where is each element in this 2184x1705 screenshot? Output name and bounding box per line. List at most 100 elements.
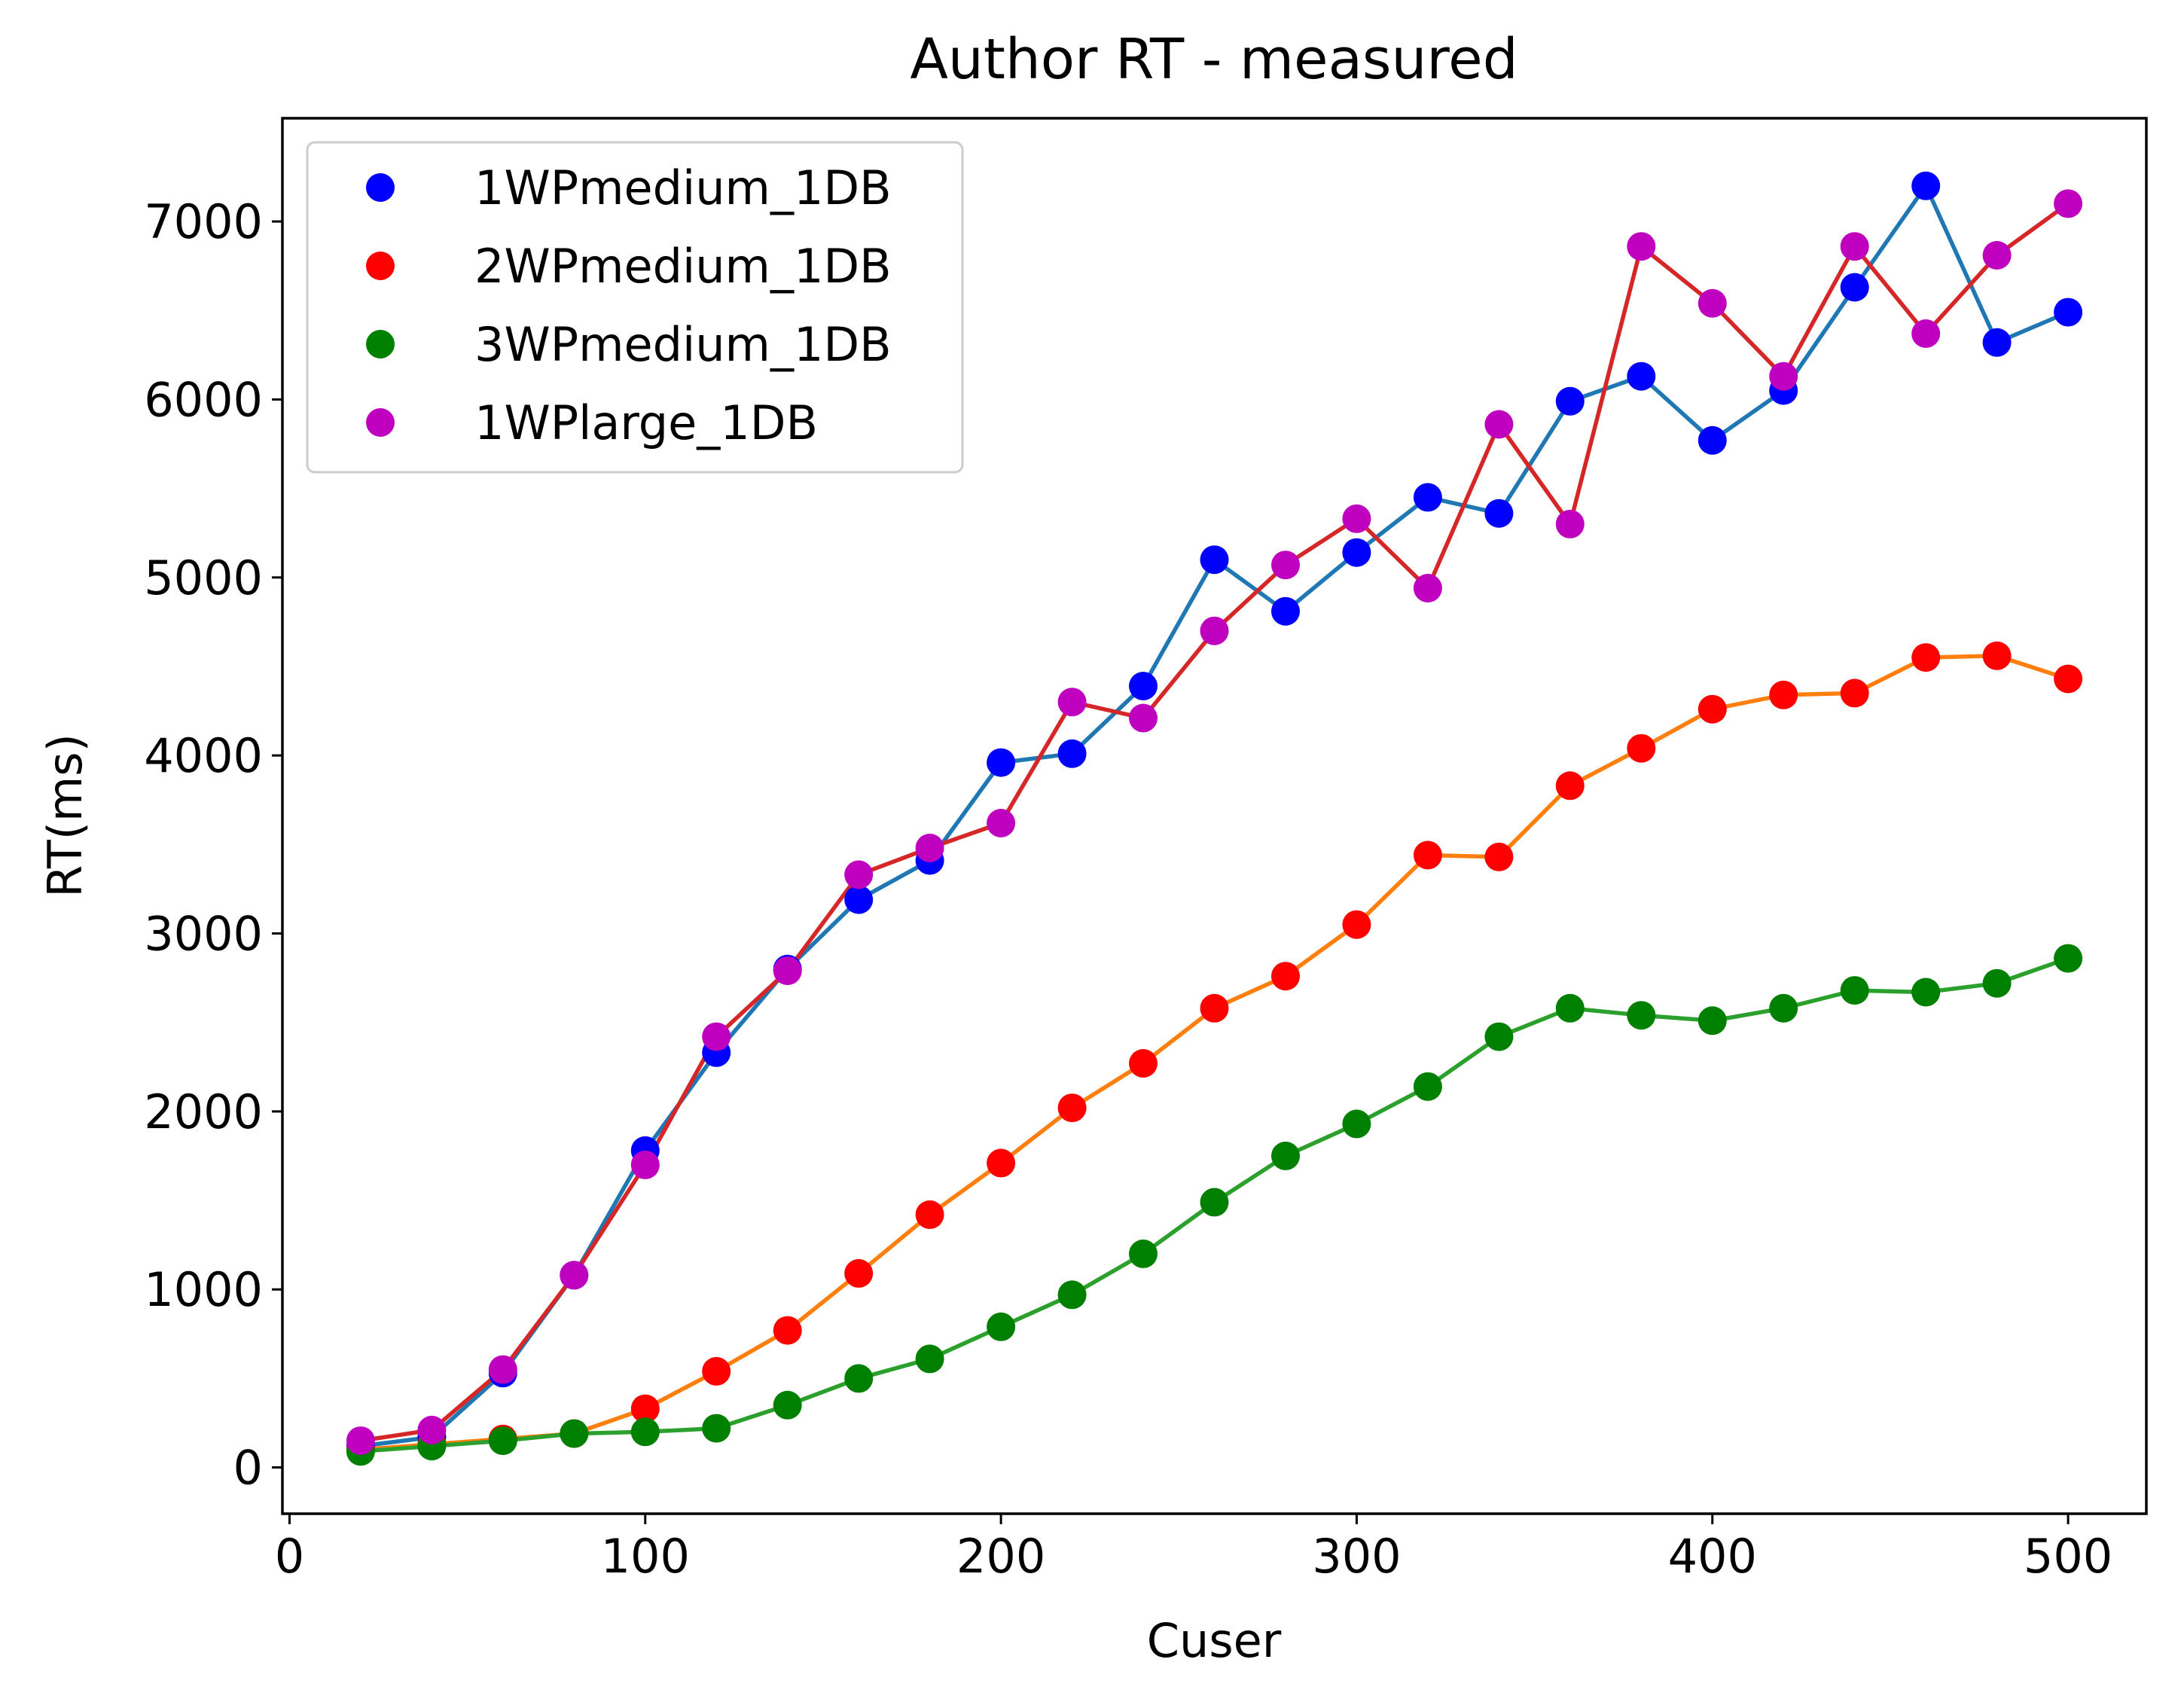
data-point-series-3 <box>1129 1239 1158 1268</box>
y-tick-label: 2000 <box>144 1084 263 1139</box>
data-point-series-2 <box>702 1356 731 1386</box>
data-point-series-3 <box>488 1426 517 1456</box>
y-tick-label: 6000 <box>144 372 263 427</box>
data-point-series-2 <box>1057 1093 1087 1123</box>
data-point-series-4 <box>1057 688 1087 717</box>
y-tick-label: 0 <box>233 1441 263 1496</box>
data-point-series-1 <box>1911 171 1941 200</box>
x-tick-label: 500 <box>2024 1529 2112 1584</box>
data-point-series-3 <box>1057 1280 1087 1310</box>
data-point-series-4 <box>1200 616 1229 645</box>
legend-label: 2WPmedium_1DB <box>474 239 892 294</box>
data-point-series-2 <box>2054 664 2083 694</box>
plot-frame <box>281 117 2148 1515</box>
legend-marker <box>366 408 395 437</box>
data-point-series-2 <box>630 1394 660 1423</box>
data-point-series-2 <box>844 1258 874 1288</box>
data-point-series-2 <box>1769 680 1798 709</box>
data-point-series-1 <box>1342 538 1371 567</box>
data-point-series-3 <box>560 1419 589 1448</box>
y-axis-label: RT(ms) <box>38 734 93 898</box>
data-point-series-3 <box>1200 1188 1229 1217</box>
data-point-series-3 <box>1627 1001 1656 1030</box>
data-point-series-4 <box>1342 504 1371 533</box>
data-point-series-4 <box>346 1426 375 1456</box>
plot-marks <box>346 171 2083 1466</box>
data-point-series-1 <box>1129 672 1158 700</box>
data-point-series-2 <box>1840 679 1869 708</box>
x-axis: 0 100 200 300 400 500 <box>275 1514 2112 1584</box>
data-point-series-2 <box>1413 840 1442 870</box>
data-point-series-4 <box>2054 189 2083 218</box>
data-point-series-2 <box>1271 962 1300 991</box>
legend: 1WPmedium_1DB 2WPmedium_1DB 3WPmedium_1DB 1… <box>306 141 964 474</box>
y-tick-label: 7000 <box>144 194 263 249</box>
data-point-series-3 <box>1342 1109 1371 1139</box>
data-point-series-3 <box>702 1414 731 1443</box>
data-point-series-4 <box>1840 232 1869 261</box>
y-tick-label: 4000 <box>144 728 263 783</box>
legend-label: 1WPmedium_1DB <box>474 160 892 215</box>
data-point-series-2 <box>1129 1049 1158 1078</box>
data-point-series-1 <box>1413 483 1442 512</box>
data-point-series-3 <box>773 1390 802 1420</box>
data-point-series-4 <box>1555 509 1585 538</box>
legend-marker <box>366 252 395 280</box>
x-tick-label: 300 <box>1312 1529 1401 1584</box>
data-point-series-3 <box>2054 944 2083 973</box>
y-axis: 0 1000 2000 3000 4000 5000 6000 7000 <box>144 194 282 1496</box>
data-point-series-3 <box>630 1417 660 1447</box>
data-point-series-2 <box>987 1148 1016 1178</box>
data-point-series-1 <box>1982 328 2012 357</box>
data-point-series-1 <box>1200 545 1229 575</box>
data-point-series-1 <box>1627 361 1656 391</box>
data-point-series-2 <box>1911 643 1941 673</box>
data-point-series-2 <box>1200 993 1229 1023</box>
data-point-series-4 <box>1769 361 1798 391</box>
data-point-series-1 <box>1057 739 1087 768</box>
data-point-series-3 <box>1697 1006 1727 1036</box>
x-tick-label: 200 <box>956 1529 1045 1584</box>
data-point-series-3 <box>844 1364 874 1393</box>
data-point-series-2 <box>1342 910 1371 939</box>
data-point-series-3 <box>1769 993 1798 1023</box>
data-point-series-4 <box>417 1415 447 1444</box>
legend-marker <box>366 173 395 202</box>
data-point-series-1 <box>987 748 1016 777</box>
data-point-series-2 <box>773 1316 802 1345</box>
x-tick-label: 400 <box>1668 1529 1757 1584</box>
data-point-series-4 <box>1697 288 1727 318</box>
x-tick-label: 0 <box>275 1529 304 1584</box>
data-point-series-4 <box>1129 703 1158 733</box>
y-tick-label: 1000 <box>144 1262 263 1317</box>
legend-label: 3WPmedium_1DB <box>474 317 892 372</box>
y-tick-label: 3000 <box>144 906 263 961</box>
data-point-series-4 <box>488 1355 517 1384</box>
data-point-series-4 <box>987 809 1016 837</box>
data-point-series-4 <box>560 1261 589 1290</box>
data-point-series-1 <box>844 885 874 914</box>
data-point-series-3 <box>1911 978 1941 1007</box>
data-point-series-2 <box>1697 694 1727 724</box>
y-tick-label: 5000 <box>144 551 263 605</box>
data-point-series-3 <box>915 1344 944 1374</box>
data-point-series-2 <box>915 1200 944 1229</box>
data-point-series-3 <box>987 1312 1016 1341</box>
data-point-series-3 <box>1413 1072 1442 1101</box>
data-point-series-2 <box>1555 771 1585 801</box>
legend-box <box>306 141 964 474</box>
data-point-series-3 <box>1484 1022 1514 1051</box>
data-point-series-1 <box>1271 596 1300 626</box>
data-point-series-4 <box>915 834 944 862</box>
x-tick-label: 100 <box>601 1529 690 1584</box>
data-point-series-4 <box>773 956 802 986</box>
data-point-series-1 <box>1484 499 1514 528</box>
data-point-series-4 <box>1911 319 1941 348</box>
data-point-series-3 <box>1840 976 1869 1005</box>
data-point-series-2 <box>1484 842 1514 871</box>
data-point-series-4 <box>630 1150 660 1179</box>
chart-title: Author RT - measured <box>910 27 1518 92</box>
legend-label: 1WPlarge_1DB <box>474 395 818 450</box>
data-point-series-1 <box>1697 425 1727 455</box>
